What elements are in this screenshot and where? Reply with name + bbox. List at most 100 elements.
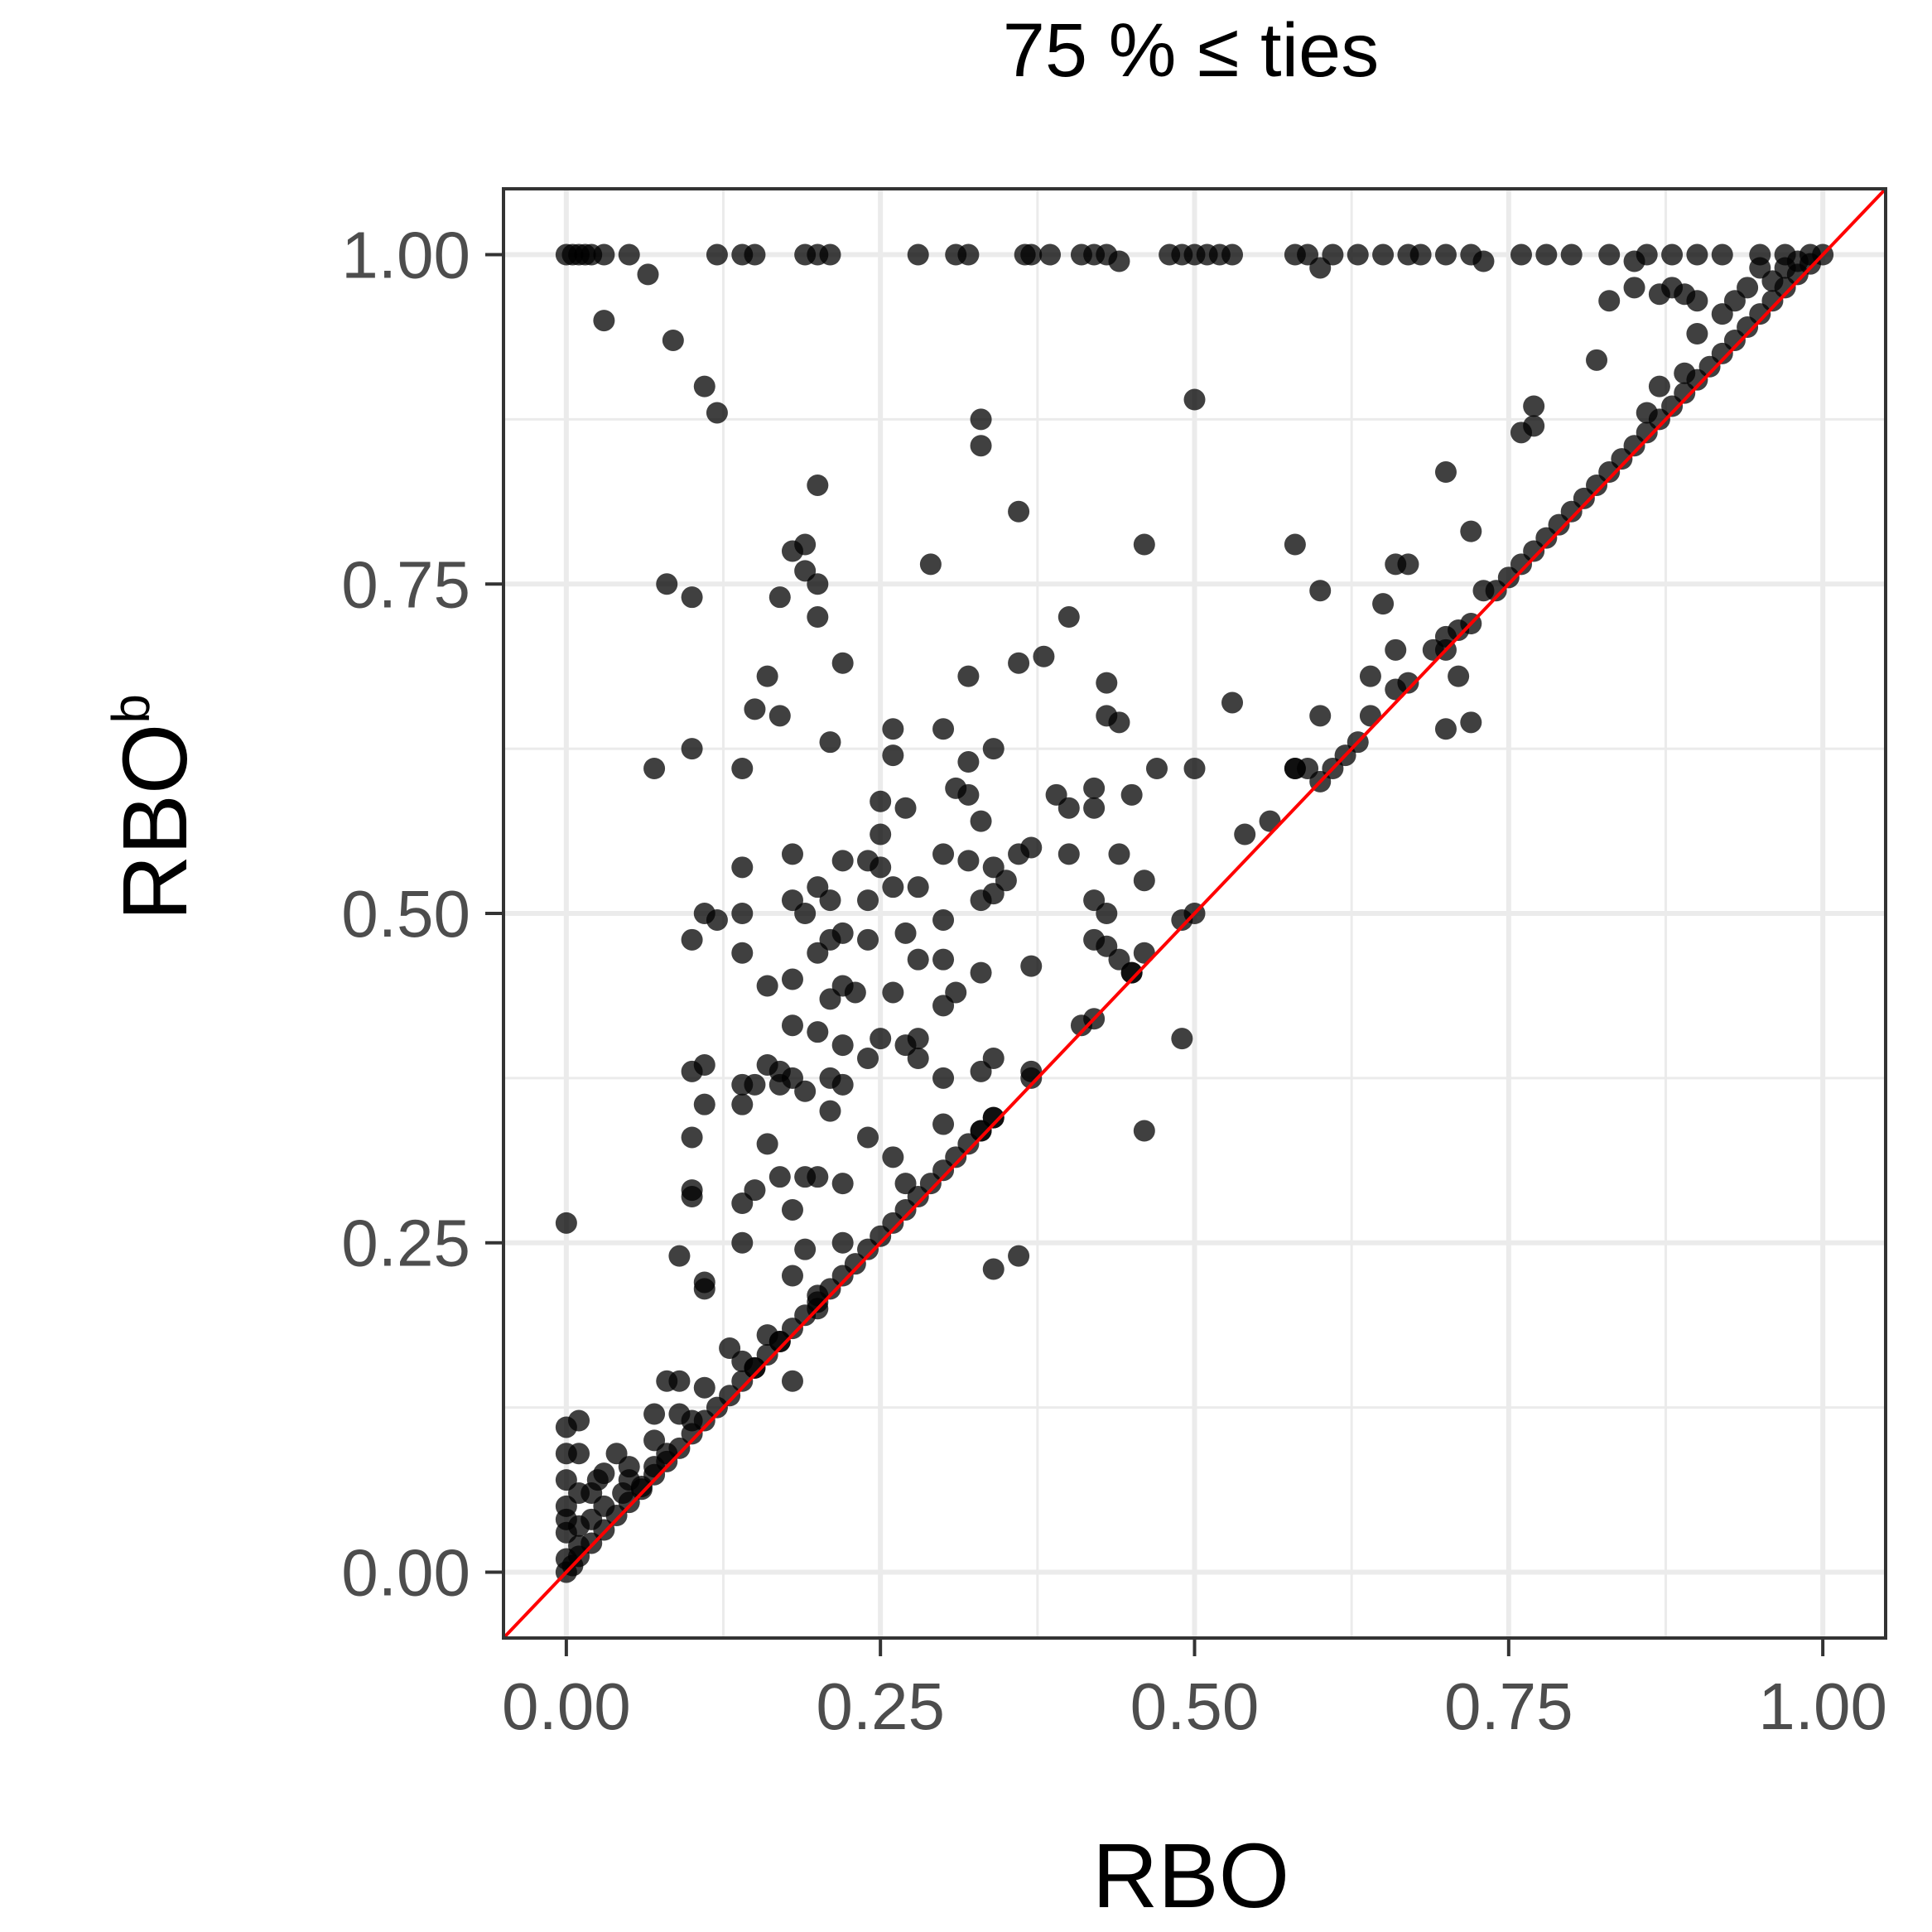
data-point	[1448, 665, 1470, 687]
data-point	[870, 1028, 892, 1050]
data-point	[857, 1048, 879, 1069]
data-point	[819, 243, 841, 266]
data-point	[706, 908, 728, 931]
data-point	[1108, 250, 1130, 272]
data-point	[1020, 1067, 1043, 1089]
data-point	[882, 876, 904, 899]
data-point	[1096, 903, 1118, 924]
data-point	[794, 903, 817, 924]
data-point	[1674, 362, 1696, 384]
data-point	[1284, 758, 1306, 779]
data-point	[857, 889, 879, 912]
y-axis-title-main: RBO	[104, 724, 206, 921]
data-point	[831, 1173, 854, 1195]
data-point	[693, 1271, 715, 1294]
data-point	[731, 903, 754, 924]
data-point	[681, 1126, 703, 1149]
data-point	[982, 738, 1005, 760]
data-point	[982, 883, 1005, 905]
data-point	[870, 823, 892, 846]
data-point	[1033, 645, 1055, 667]
data-point	[781, 1265, 803, 1287]
data-point	[1145, 758, 1168, 779]
data-point	[668, 1245, 691, 1267]
data-point	[932, 1067, 955, 1089]
data-point	[630, 1478, 653, 1501]
data-point	[1309, 705, 1332, 727]
data-point	[1560, 243, 1583, 266]
data-point	[1636, 243, 1658, 266]
data-point	[882, 1146, 904, 1168]
data-point	[1586, 349, 1608, 371]
data-point	[907, 876, 929, 899]
data-point	[1221, 691, 1244, 714]
data-point	[844, 981, 866, 1004]
data-point	[819, 889, 841, 912]
y-axis: 0.00 0.25 0.50 0.75 1.00	[341, 219, 503, 1609]
data-point	[1523, 395, 1545, 417]
y-tick-label: 0.25	[341, 1207, 470, 1280]
data-point	[857, 1126, 879, 1149]
data-point	[857, 928, 879, 951]
x-tick-label: 1.00	[1758, 1669, 1887, 1743]
data-point	[1058, 797, 1080, 819]
data-point	[662, 329, 684, 351]
data-point	[781, 1014, 803, 1037]
data-point	[870, 790, 892, 812]
data-point	[681, 1186, 703, 1208]
data-point	[1309, 580, 1332, 602]
data-point	[1008, 1245, 1030, 1267]
data-point	[756, 665, 778, 687]
data-point	[1623, 277, 1645, 299]
data-point	[643, 758, 666, 779]
data-point	[1347, 243, 1369, 266]
data-point	[1183, 758, 1206, 779]
data-point	[932, 908, 955, 931]
data-point	[768, 1166, 791, 1188]
data-point	[1434, 461, 1457, 484]
data-point	[693, 1376, 715, 1399]
data-point	[1686, 290, 1708, 312]
data-point	[706, 243, 728, 266]
data-point	[932, 948, 955, 971]
data-point	[643, 1429, 666, 1452]
data-point	[781, 968, 803, 990]
data-point	[1322, 243, 1344, 266]
y-tick-label: 0.00	[341, 1535, 470, 1609]
data-point	[1372, 593, 1395, 615]
data-point	[768, 705, 791, 727]
data-point	[668, 1370, 691, 1392]
data-point	[1120, 961, 1143, 984]
data-point	[1008, 500, 1030, 523]
data-point	[637, 263, 659, 286]
data-point	[1058, 843, 1080, 865]
data-point	[643, 1403, 666, 1425]
data-point	[970, 961, 992, 984]
data-point	[744, 698, 766, 720]
data-point	[831, 850, 854, 872]
data-point	[1598, 290, 1621, 312]
data-point	[781, 1370, 803, 1392]
data-point	[831, 1073, 854, 1096]
data-point	[1472, 580, 1495, 602]
data-point	[586, 1469, 609, 1491]
x-tick-label: 0.75	[1444, 1669, 1573, 1743]
y-tick-label: 1.00	[341, 219, 470, 292]
data-point	[1234, 823, 1256, 846]
data-point	[1686, 243, 1708, 266]
data-point	[1008, 652, 1030, 674]
chart-title: 75 % ≤ ties	[1003, 8, 1379, 93]
data-point	[982, 1258, 1005, 1280]
data-point	[1221, 243, 1244, 266]
data-point	[907, 948, 929, 971]
data-point	[1598, 243, 1621, 266]
reference-line-group	[502, 187, 1887, 1640]
data-point	[731, 942, 754, 964]
data-point	[1020, 243, 1043, 266]
data-point	[1686, 323, 1708, 344]
data-point	[844, 1253, 866, 1275]
data-point	[970, 408, 992, 431]
data-point	[957, 850, 980, 872]
data-point	[1397, 553, 1419, 576]
